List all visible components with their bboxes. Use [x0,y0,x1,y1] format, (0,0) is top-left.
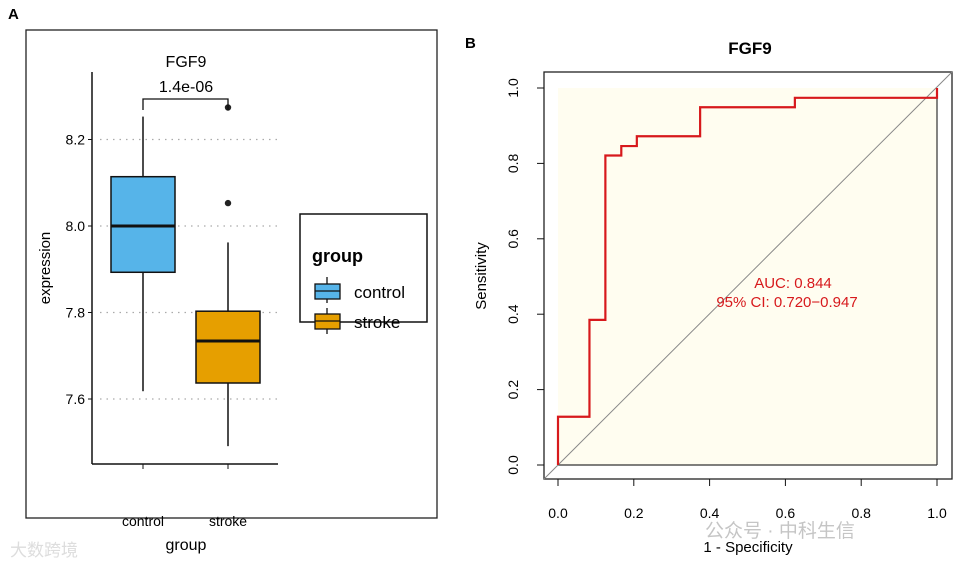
box-control [110,175,176,274]
roc-area: 0.0 0.0 0.2 0.2 0.4 0.4 0.6 0.6 0.8 0.8 1.0 1.0 [505,71,953,521]
panel-a-frame [25,29,438,519]
x-tick-label: 0.0 [548,505,568,521]
boxplot-xlabel: group [166,537,207,554]
ci-label: 95% CI: 0.720−0.947 [716,294,857,311]
y-tick-label: 7.8 [66,305,86,321]
legend-label-control: control [354,283,405,302]
legend-title: group [312,246,363,266]
boxplot-title: FGF9 [166,54,207,71]
y-tick-label: 7.6 [66,391,86,407]
roc-xlabel: 1 - Specificity [703,539,793,556]
roc-ylabel: Sensitivity [473,242,490,310]
legend: group control stroke [299,213,428,334]
legend-label-stroke: stroke [354,313,400,332]
watermark-right: 公众号 · 中科生信 [705,520,855,542]
y-tick-label: 0.4 [505,304,521,324]
x-tick-label: 0.2 [624,505,644,521]
roc-title: FGF9 [728,39,771,58]
boxplot-ylabel: expression [37,232,54,305]
x-tick-label: stroke [209,513,247,529]
legend-key-control [314,277,341,303]
watermark-left: 大数跨境 [10,541,78,560]
auc-label: AUC: 0.844 [754,275,832,292]
pvalue-label: 1.4e-06 [159,79,213,96]
x-tick-label: 1.0 [927,505,947,521]
diagonal-reference-line [543,71,953,480]
x-tick-label: 0.6 [776,505,796,521]
y-tick-label: 0.6 [505,229,521,249]
boxplot-area: 7.6 7.8 8.0 8.2 control stroke [66,72,278,529]
x-tick-label: 0.4 [700,505,720,521]
y-tick-label: 8.2 [66,132,86,148]
y-tick-label: 0.0 [505,455,521,475]
outlier-point [224,199,232,207]
x-tick-label: 0.8 [851,505,871,521]
legend-frame [299,213,428,323]
legend-key-stroke [314,308,341,334]
roc-curve [556,88,939,465]
panel-a-label: A [8,6,19,23]
x-tick-label: control [122,513,164,529]
y-tick-label: 1.0 [505,78,521,98]
y-tick-label: 0.2 [505,380,521,400]
y-tick-label: 8.0 [66,218,86,234]
box-stroke [195,310,261,384]
significance-bracket [142,98,229,110]
y-tick-label: 0.8 [505,153,521,173]
panel-b-label: B [465,35,476,52]
